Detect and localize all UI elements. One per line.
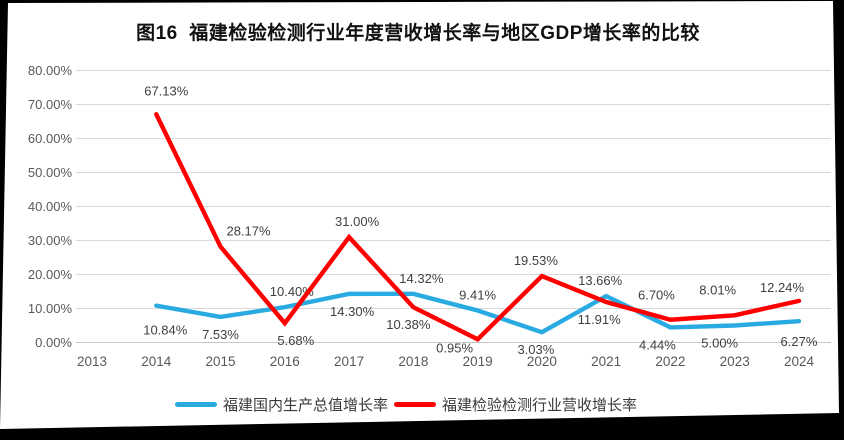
y-tick-label: 40.00% xyxy=(28,199,73,214)
x-tick-label: 2021 xyxy=(591,354,621,369)
y-tick-label: 70.00% xyxy=(28,97,73,112)
x-tick-label: 2022 xyxy=(655,354,685,369)
x-tick-label: 2015 xyxy=(206,354,236,369)
x-tick-label: 2024 xyxy=(784,354,815,369)
data-label: 3.03% xyxy=(517,342,554,357)
data-label: 0.95% xyxy=(436,340,473,355)
data-label: 12.24% xyxy=(760,280,805,295)
data-label: 67.13% xyxy=(144,83,189,98)
y-tick-label: 20.00% xyxy=(28,267,73,282)
legend-item-industry: 福建检验检测行业营收增长率 xyxy=(394,394,637,415)
data-label: 10.38% xyxy=(386,317,431,332)
x-tick-label: 2020 xyxy=(527,354,557,369)
x-tick-label: 2018 xyxy=(398,354,428,369)
x-tick-label: 2014 xyxy=(141,354,172,369)
data-label: 5.68% xyxy=(277,333,314,348)
x-tick-label: 2013 xyxy=(77,354,107,369)
data-label: 11.91% xyxy=(578,312,622,327)
industry-line xyxy=(154,112,802,342)
gdp-line-swatch-icon xyxy=(174,401,217,407)
chart-title: 图16 福建检验检测行业年度营收增长率与地区GDP增长率的比较 xyxy=(136,23,700,44)
data-label: 5.00% xyxy=(701,336,738,351)
y-tick-label: 50.00% xyxy=(28,165,73,180)
data-label: 14.32% xyxy=(399,271,444,286)
y-tick-label: 80.00% xyxy=(28,63,73,78)
industry-line-swatch-icon xyxy=(394,401,436,407)
data-label: 9.41% xyxy=(459,288,496,303)
data-label: 7.53% xyxy=(202,327,239,342)
data-label: 31.00% xyxy=(335,214,380,229)
y-tick-label: 30.00% xyxy=(28,233,73,248)
legend-label-gdp: 福建国内生产总值增长率 xyxy=(222,396,388,414)
x-tick-label: 2023 xyxy=(720,354,750,369)
chart-legend: 福建国内生产总值增长率 福建检验检测行业营收增长率 xyxy=(0,394,812,414)
y-tick-label: 0.00% xyxy=(35,335,72,350)
legend-item-gdp: 福建国内生产总值增长率 xyxy=(174,394,388,415)
x-tick-label: 2019 xyxy=(463,354,493,369)
data-label: 14.30% xyxy=(330,304,375,319)
y-tick-label: 60.00% xyxy=(28,131,73,146)
data-label: 6.70% xyxy=(638,288,675,303)
gdp-line xyxy=(154,291,802,335)
data-label: 28.17% xyxy=(226,224,271,239)
x-tick-label: 2016 xyxy=(270,354,300,369)
data-label: 6.27% xyxy=(781,334,818,349)
data-label: 19.53% xyxy=(514,253,559,268)
y-tick-label: 10.00% xyxy=(28,301,73,316)
legend-label-industry: 福建检验检测行业营收增长率 xyxy=(442,396,638,414)
data-label: 8.01% xyxy=(699,282,736,297)
data-label: 10.84% xyxy=(143,323,188,338)
x-tick-label: 2017 xyxy=(334,354,364,369)
data-label: 13.66% xyxy=(578,273,623,288)
data-label: 4.44% xyxy=(639,337,676,352)
